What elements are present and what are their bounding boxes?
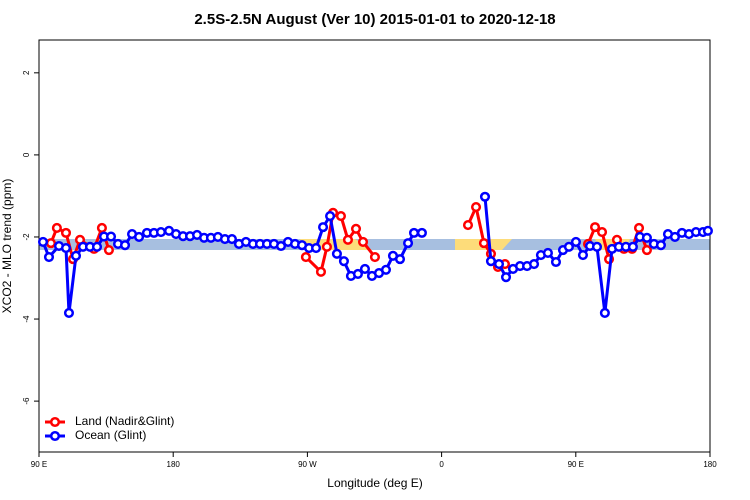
data-point: [335, 210, 347, 222]
data-point: [627, 241, 638, 252]
data-point: [591, 241, 603, 252]
y-tick-label: 2: [22, 70, 31, 75]
data-point: [350, 223, 362, 234]
data-point: [226, 233, 237, 245]
data-point: [45, 238, 56, 249]
data-point: [369, 252, 380, 263]
data-point: [315, 266, 327, 277]
data-point: [91, 241, 103, 252]
data-point: [134, 231, 145, 243]
data-point: [63, 307, 75, 318]
data-point: [500, 272, 512, 283]
data-point: [357, 236, 369, 247]
data-point: [342, 234, 354, 245]
data-point: [577, 249, 589, 261]
data-point: [470, 201, 482, 213]
legend-marker: [49, 416, 61, 428]
data-point: [655, 240, 666, 251]
data-point: [570, 236, 581, 247]
data-point: [669, 231, 681, 243]
chart-title: 2.5S-2.5N August (Ver 10) 2015-01-01 to …: [194, 11, 555, 28]
y-tick-label: -6: [22, 397, 31, 405]
data-point: [550, 256, 562, 268]
data-point: [96, 222, 107, 233]
y-axis-label: XCO2 - MLO trend (ppm): [0, 179, 14, 314]
data-point: [119, 240, 131, 251]
data-point: [479, 191, 491, 202]
data-point: [338, 256, 349, 267]
data-point: [641, 232, 652, 243]
x-tick-label: 90 W: [298, 460, 317, 469]
data-point: [331, 248, 342, 259]
x-tick-label: 0: [439, 460, 444, 469]
data-point: [589, 222, 601, 233]
y-tick-label: -4: [22, 315, 31, 323]
data-point: [485, 256, 497, 267]
data-point: [702, 225, 713, 236]
y-tick-label: -2: [22, 233, 31, 241]
x-tick-label: 180: [167, 460, 181, 469]
x-tick-label: 90 E: [568, 460, 584, 469]
data-point: [60, 243, 72, 254]
data-point: [641, 245, 652, 256]
legend-marker: [49, 430, 61, 442]
data-point: [462, 220, 474, 231]
data-point: [416, 227, 427, 238]
data-point: [325, 210, 336, 222]
data-point: [310, 243, 322, 254]
ocean-band: [39, 239, 710, 250]
data-point: [599, 307, 610, 318]
data-point: [478, 238, 489, 249]
data-point: [103, 245, 114, 256]
data-point: [633, 222, 645, 233]
data-point: [493, 259, 505, 270]
y-tick-label: 0: [22, 152, 31, 157]
data-point: [394, 254, 406, 265]
legend-label: Land (Nadir&Glint): [75, 414, 174, 428]
data-point: [380, 264, 392, 275]
legend-label: Ocean (Glint): [75, 428, 146, 442]
data-point: [528, 259, 540, 270]
x-axis-label: Longitude (deg E): [327, 476, 422, 490]
data-point: [60, 227, 72, 238]
data-point: [37, 236, 49, 247]
data-point: [275, 240, 287, 252]
data-point: [408, 227, 420, 238]
x-tick-label: 90 E: [31, 460, 47, 469]
data-point: [321, 241, 332, 252]
data-point: [70, 250, 82, 261]
data-point: [43, 252, 55, 263]
data-point: [403, 238, 414, 249]
data-point: [542, 247, 553, 259]
data-point: [300, 252, 311, 263]
data-point: [51, 222, 62, 233]
data-point: [596, 226, 608, 238]
data-point: [318, 222, 329, 233]
plot-frame: [38, 39, 711, 453]
data-point: [563, 241, 574, 252]
data-point: [155, 226, 167, 238]
data-point: [105, 231, 117, 242]
data-point: [352, 268, 363, 279]
x-tick-label: 180: [703, 460, 717, 469]
data-point: [359, 263, 371, 275]
